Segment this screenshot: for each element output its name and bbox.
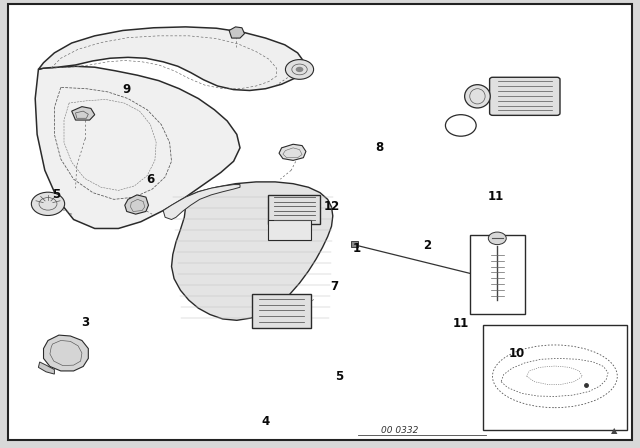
FancyBboxPatch shape [470, 235, 525, 314]
Circle shape [285, 60, 314, 79]
Text: 5: 5 [52, 188, 60, 202]
Text: 3: 3 [81, 316, 89, 329]
Text: 4: 4 [262, 414, 269, 428]
Text: 8: 8 [375, 141, 383, 155]
Polygon shape [72, 107, 95, 120]
FancyBboxPatch shape [483, 325, 627, 430]
Polygon shape [172, 182, 333, 320]
Polygon shape [163, 185, 240, 220]
FancyBboxPatch shape [268, 220, 311, 240]
Text: 12: 12 [323, 200, 340, 214]
Text: ▲: ▲ [611, 426, 618, 435]
Polygon shape [35, 66, 240, 228]
FancyBboxPatch shape [252, 294, 312, 328]
Polygon shape [38, 362, 54, 374]
Text: 2: 2 [424, 239, 431, 252]
Text: 11: 11 [452, 317, 469, 331]
Ellipse shape [465, 85, 490, 108]
FancyBboxPatch shape [351, 241, 358, 247]
FancyBboxPatch shape [490, 77, 560, 115]
Circle shape [483, 277, 492, 283]
Polygon shape [38, 27, 304, 90]
Text: 10: 10 [509, 347, 525, 361]
Polygon shape [44, 335, 88, 371]
Circle shape [31, 192, 65, 215]
Text: 1: 1 [353, 242, 361, 255]
FancyBboxPatch shape [8, 4, 632, 440]
Circle shape [488, 232, 506, 245]
Text: 6: 6 [147, 172, 154, 186]
FancyBboxPatch shape [269, 195, 321, 224]
Text: 5: 5 [335, 370, 343, 383]
Text: 7: 7 [331, 280, 339, 293]
Text: 00 0332: 00 0332 [381, 426, 419, 435]
Polygon shape [125, 195, 148, 214]
Text: 9: 9 [123, 83, 131, 96]
Circle shape [296, 67, 303, 72]
Polygon shape [279, 144, 306, 160]
Text: 11: 11 [488, 190, 504, 203]
Polygon shape [229, 27, 244, 38]
